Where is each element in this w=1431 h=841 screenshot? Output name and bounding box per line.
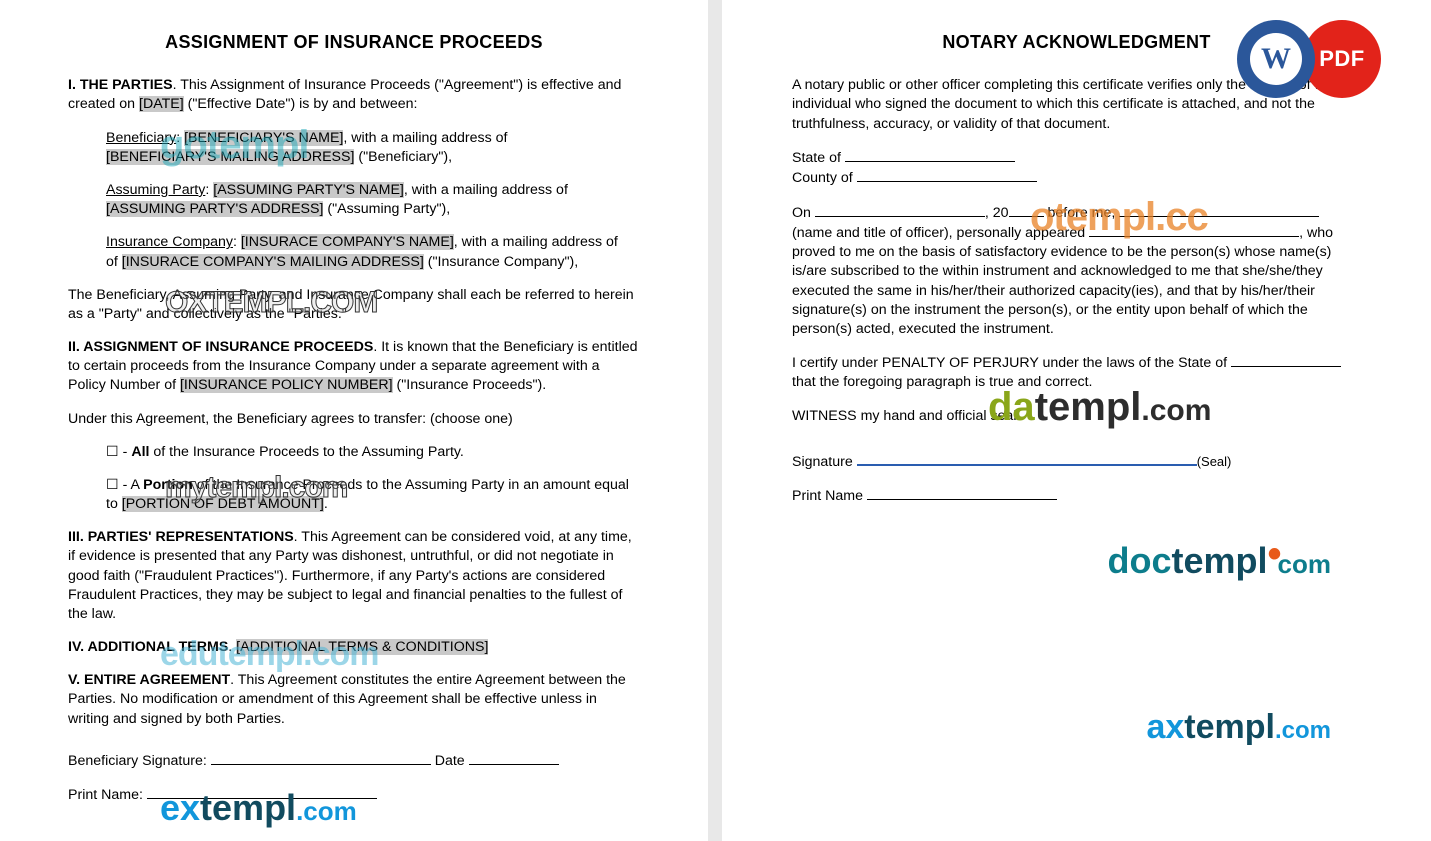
opt1-bold: All [131, 444, 149, 460]
assuming-tail: ("Assuming Party"), [323, 201, 450, 217]
section-5: V. ENTIRE AGREEMENT. This Agreement cons… [68, 671, 640, 729]
officer-line [1119, 203, 1319, 217]
word-badge-text: W [1250, 33, 1302, 85]
assuming-addr-ph: [ASSUMING PARTY'S ADDRESS] [106, 201, 323, 217]
assuming-name-ph: [ASSUMING PARTY'S NAME] [213, 182, 404, 198]
page-left: ASSIGNMENT OF INSURANCE PROCEEDS I. THE … [0, 0, 708, 841]
s4-sep: . [228, 639, 236, 655]
on: On [792, 205, 815, 221]
certify-row: I certify under PENALTY OF PERJURY under… [792, 353, 1361, 393]
section-3: III. PARTIES' REPRESENTATIONS. This Agre… [68, 528, 640, 624]
parties-ref: The Beneficiary, Assuming Party, and Ins… [68, 286, 640, 324]
extempl-t: templ [200, 787, 296, 828]
date-placeholder: [DATE] [139, 96, 184, 112]
on-date-line [815, 203, 985, 217]
witness: WITNESS my hand and official seal. [792, 407, 1361, 426]
opt1-pre: ☐ - [106, 444, 131, 460]
seal-label: (Seal) [1197, 454, 1232, 469]
date-label: Date [431, 753, 469, 769]
opt1-rest: of the Insurance Proceeds to the Assumin… [149, 444, 463, 460]
state-line [845, 148, 1015, 162]
insco-label: Insurance Company [106, 234, 233, 250]
watermark-extempl: extempl.com [160, 784, 357, 833]
format-badges: W PDF [1237, 20, 1381, 98]
body1: (name and title of officer), personally … [792, 225, 1089, 241]
appeared-line [1089, 223, 1299, 237]
print-label: Print Name: [68, 787, 147, 803]
watermark-axtempl: axtempl.com [1146, 705, 1331, 751]
year-line [1009, 203, 1044, 217]
assuming-block: Assuming Party: [ASSUMING PARTY'S NAME],… [106, 181, 640, 219]
watermark-doctempl: doctempl com [1108, 537, 1332, 586]
state-label: State of [792, 150, 845, 166]
section-4: IV. ADDITIONAL TERMS. [ADDITIONAL TERMS … [68, 638, 640, 657]
axtempl-t: templ [1184, 708, 1275, 746]
s1-head: I. THE PARTIES [68, 77, 173, 93]
notary-body: On , 20 before me, (name and title of of… [792, 203, 1361, 340]
s2-choose: Under this Agreement, the Beneficiary ag… [68, 410, 640, 429]
word-badge-icon: W [1237, 20, 1315, 98]
portion-ph: [PORTION OF DEBT AMOUNT] [122, 496, 324, 512]
beneficiary-mid: , with a mailing address of [343, 130, 507, 146]
opt2-pre: ☐ - A [106, 477, 143, 493]
notary-sig-row: Signature (Seal) [792, 452, 1361, 472]
county-row: County of [792, 168, 1361, 188]
section-2: II. ASSIGNMENT OF INSURANCE PROCEEDS. It… [68, 338, 640, 396]
option-portion: ☐ - A Portion of the Insurance Proceeds … [106, 476, 640, 514]
beneficiary-label: Beneficiary [106, 130, 176, 146]
s5-head: V. ENTIRE AGREEMENT [68, 672, 230, 688]
option-all: ☐ - All of the Insurance Proceeds to the… [106, 443, 640, 462]
policy-ph: [INSURANCE POLICY NUMBER] [180, 377, 393, 393]
county-label: County of [792, 170, 857, 186]
extempl-ex: ex [160, 787, 200, 828]
insco-block: Insurance Company: [INSURACE COMPANY'S N… [106, 233, 640, 271]
notary-sig-line [857, 452, 1197, 466]
insco-tail: ("Insurance Company"), [424, 254, 578, 270]
insco-name-ph: [INSURACE COMPANY'S NAME] [241, 234, 454, 250]
county-line [857, 168, 1037, 182]
beneficiary-name-ph: [BENEFICIARY'S NAME] [184, 130, 343, 146]
certify-state-line [1231, 353, 1341, 367]
pdf-badge-text: PDF [1319, 44, 1365, 74]
date-line [469, 751, 559, 765]
notary-print-line [867, 486, 1057, 500]
s2-head: II. ASSIGNMENT OF INSURANCE PROCEEDS [68, 339, 373, 355]
assuming-label: Assuming Party [106, 182, 205, 198]
certify2: that the foregoing paragraph is true and… [792, 374, 1093, 390]
doctempl-com: com [1278, 549, 1331, 579]
extempl-com: .com [296, 796, 357, 826]
notary-print-row: Print Name [792, 486, 1361, 506]
on2: , 20 [985, 205, 1009, 221]
s4-ph: [ADDITIONAL TERMS & CONDITIONS] [236, 639, 488, 655]
page1-title: ASSIGNMENT OF INSURANCE PROCEEDS [68, 30, 640, 54]
beneficiary-tail: ("Beneficiary"), [354, 149, 452, 165]
axtempl-com: .com [1275, 717, 1331, 744]
sig-label: Beneficiary Signature: [68, 753, 211, 769]
body2: , who proved to me on the basis of satis… [792, 225, 1333, 337]
doctempl-t: templ [1172, 540, 1268, 581]
s3-head: III. PARTIES' REPRESENTATIONS [68, 529, 294, 545]
s1-text2: ("Effective Date") is by and between: [184, 96, 418, 112]
insco-mid: , with a mailing address of [454, 234, 618, 250]
section-1: I. THE PARTIES. This Assignment of Insur… [68, 76, 640, 114]
signature-row: Beneficiary Signature: Date [68, 751, 640, 771]
notary-sig-label: Signature [792, 454, 857, 470]
on3: before me, [1044, 205, 1120, 221]
sig-line [211, 751, 431, 765]
notary-print-label: Print Name [792, 488, 867, 504]
beneficiary-block: Beneficiary: [BENEFICIARY'S NAME], with … [106, 129, 640, 167]
opt2-bold: Portion [143, 477, 193, 493]
certify: I certify under PENALTY OF PERJURY under… [792, 355, 1231, 371]
doctempl-d: doc [1108, 540, 1172, 581]
axtempl-ax: ax [1146, 708, 1184, 746]
beneficiary-addr-ph: [BENEFICIARY'S MAILING ADDRESS] [106, 149, 354, 165]
opt2-tail: . [324, 496, 328, 512]
insco-addr-ph: [INSURACE COMPANY'S MAILING ADDRESS] [122, 254, 424, 270]
assuming-mid: , with a mailing address of [404, 182, 568, 198]
page-right: NOTARY ACKNOWLEDGMENT A notary public or… [722, 0, 1431, 841]
s4-head: IV. ADDITIONAL TERMS [68, 639, 228, 655]
state-row: State of [792, 148, 1361, 168]
s2-tail: ("Insurance Proceeds"). [393, 377, 547, 393]
